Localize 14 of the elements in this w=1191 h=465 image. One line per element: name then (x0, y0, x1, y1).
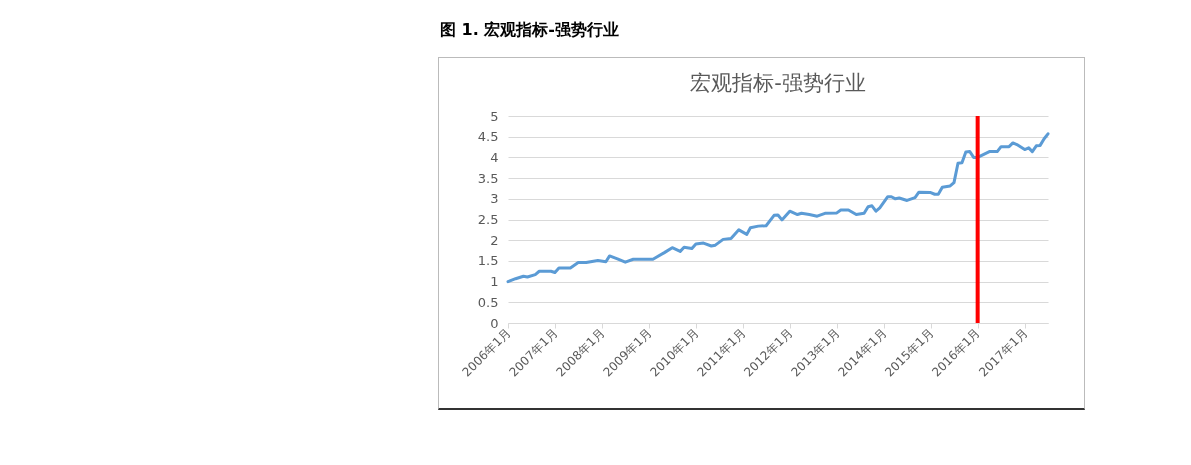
y-tick-label: 2 (490, 232, 499, 248)
y-tick-label: 5 (490, 108, 499, 124)
y-tick-label: 0 (490, 315, 499, 331)
y-tick-label: 1 (490, 274, 499, 290)
line-series (506, 132, 1050, 284)
y-tick-label: 1.5 (477, 253, 499, 269)
y-tick-label: 2.5 (477, 212, 499, 227)
y-tick-label: 0.5 (477, 294, 499, 310)
y-tick-label: 4 (490, 149, 499, 165)
y-tick-label: 3.5 (477, 170, 499, 186)
y-tick-label: 4.5 (477, 129, 499, 145)
y-tick-label: 3 (490, 191, 499, 207)
chart-subtitle: 宏观指标-强势行业 (690, 71, 866, 95)
chart-title: 图 1. 宏观指标-强势行业 (440, 20, 619, 41)
